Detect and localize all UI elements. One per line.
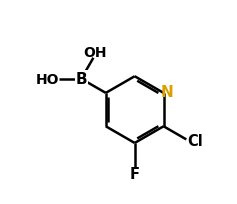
Text: Cl: Cl	[187, 133, 203, 148]
Text: HO: HO	[36, 72, 60, 86]
Text: N: N	[161, 85, 173, 100]
Text: F: F	[130, 166, 140, 181]
Text: OH: OH	[83, 46, 107, 60]
Text: B: B	[75, 72, 87, 87]
